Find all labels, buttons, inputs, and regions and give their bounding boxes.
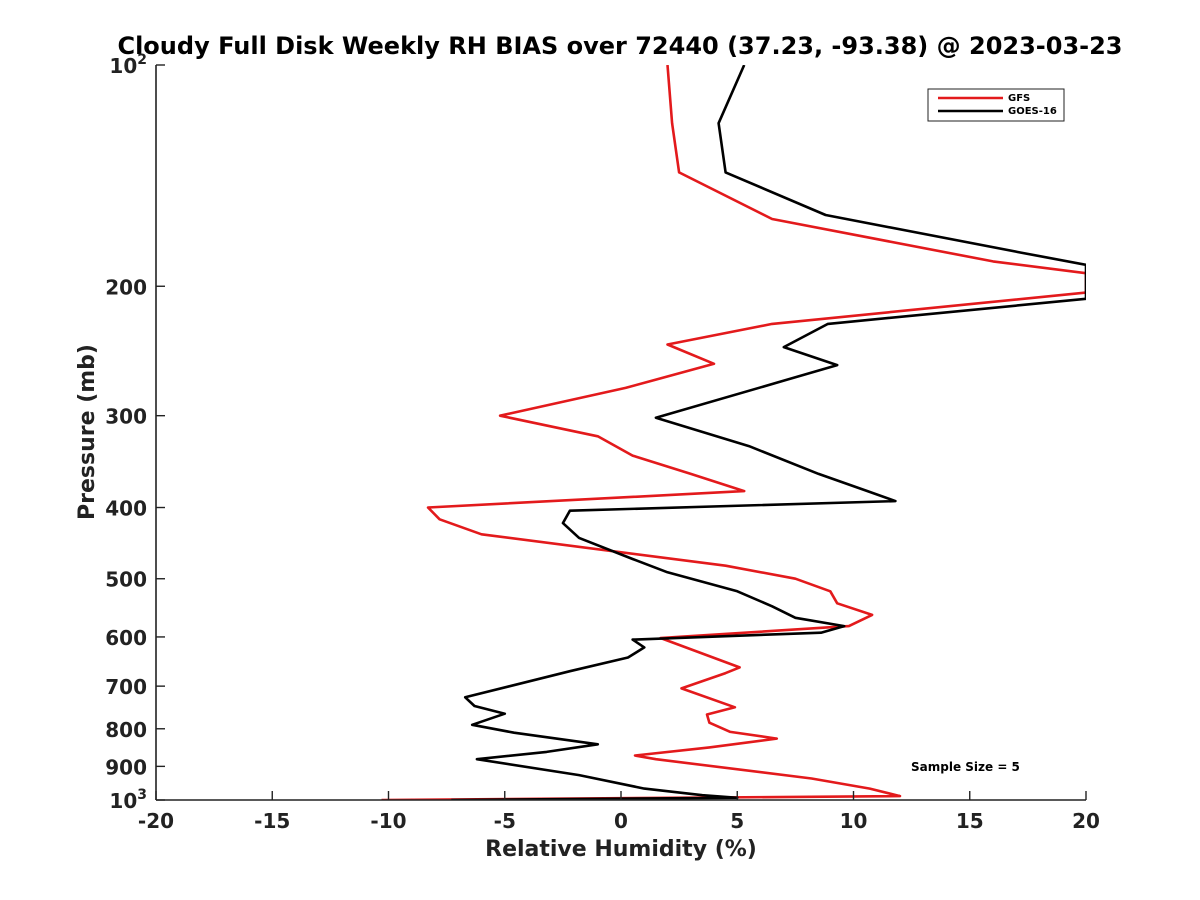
y-tick-label: 103 [109, 787, 147, 813]
x-tick-label: 0 [614, 809, 628, 833]
x-tick-label: 20 [1072, 809, 1100, 833]
series-layer [381, 65, 1086, 800]
x-tick-label: -15 [254, 809, 290, 833]
legend-label-gfs: GFS [1008, 93, 1030, 104]
x-tick-label: -10 [370, 809, 406, 833]
x-tick-label: -20 [138, 809, 174, 833]
chart-title: Cloudy Full Disk Weekly RH BIAS over 724… [117, 32, 1122, 60]
series-line-gfs [381, 65, 1086, 800]
x-tick-label: 5 [730, 809, 744, 833]
y-tick-label: 900 [105, 755, 147, 779]
legend-box [927, 88, 1065, 122]
legend-label-goes16: GOES-16 [1008, 106, 1057, 117]
y-ticks: 102 200 300 400 500 600 700 800 900 103 [105, 52, 165, 813]
y-axis-label: Pressure (mb) [75, 344, 100, 520]
y-tick-label: 700 [105, 675, 147, 699]
legend: GFS GOES-16 [927, 88, 1065, 122]
y-tick-label: 800 [105, 718, 147, 742]
y-tick-label: 600 [105, 626, 147, 650]
x-tick-label: 15 [956, 809, 984, 833]
x-axis-label: Relative Humidity (%) [485, 837, 757, 862]
x-tick-label: 10 [840, 809, 868, 833]
y-tick-label: 400 [105, 497, 147, 521]
x-ticks: -20 -15 -10 -5 0 5 10 15 20 [138, 791, 1100, 833]
sample-size-annotation: Sample Size = 5 [911, 760, 1020, 774]
y-tick-label: 500 [105, 568, 147, 592]
y-tick-label: 300 [105, 405, 147, 429]
x-tick-label: -5 [494, 809, 516, 833]
y-tick-label: 200 [105, 275, 147, 299]
series-line-goes16 [451, 65, 1086, 800]
y-tick-label: 102 [109, 52, 147, 78]
plot-area: -20 -15 -10 -5 0 5 10 15 20 102 200 300 400 500 600 70… [105, 52, 1100, 833]
